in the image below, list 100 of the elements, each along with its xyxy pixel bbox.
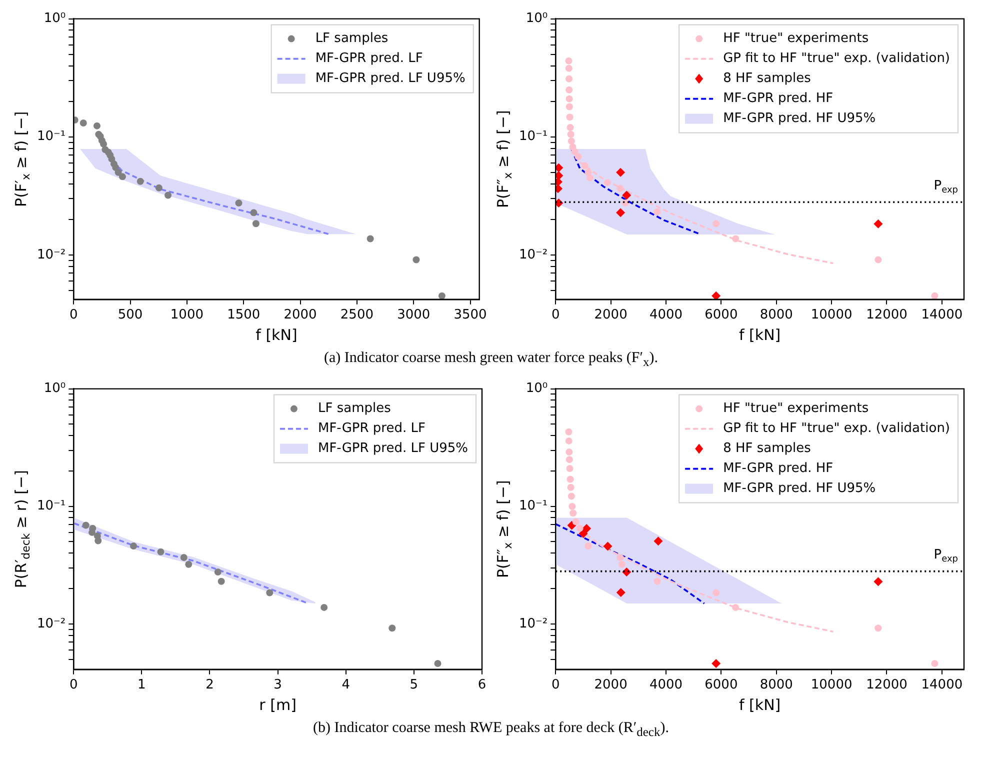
legend-label: GP fit to HF "true" exp. (validation) [723,421,950,436]
point [567,484,574,491]
point [604,179,611,186]
legend-label: MF-GPR pred. LF [315,51,423,66]
x-tick-label: 12000 [866,308,908,323]
point [93,122,100,130]
point [566,95,573,102]
y-tick-label: 10⁻² [36,616,66,632]
line-series [578,161,834,264]
point [118,173,126,180]
y-tick-label: 10⁻² [36,247,66,262]
point [556,163,564,172]
point [214,568,222,576]
point [568,138,575,145]
point [388,624,396,632]
point [567,520,576,530]
point [931,292,938,300]
point [438,292,446,300]
y-tick-label: 10⁰ [526,381,548,396]
x-tick-label: 6000 [704,308,738,323]
x-tick-label: 3500 [454,308,487,323]
x-axis-title: f [kN] [738,326,781,344]
point [581,162,588,170]
point [130,542,138,550]
y-tick-label: 10⁻¹ [518,129,548,144]
point [566,448,573,456]
point [654,208,661,216]
y-tick-label: 10⁻¹ [36,129,66,144]
point [235,200,242,207]
point [566,456,573,464]
point [164,192,172,199]
point [616,184,624,192]
point [434,660,442,668]
point [931,660,938,668]
point [100,140,108,148]
legend-label: MF-GPR pred. HF [723,91,834,106]
point [712,589,720,596]
point [576,524,584,532]
point [566,464,574,472]
x-tick-label: 0 [69,678,78,693]
point [565,57,572,64]
x-tick-label: 3000 [397,308,430,323]
point [874,624,882,632]
point [874,219,883,228]
legend-label: MF-GPR pred. LF U95% [315,71,466,86]
x-tick-label: 8000 [760,308,793,323]
point [603,542,612,551]
y-tick-label: 10⁰ [44,11,66,26]
point [574,153,582,160]
legend-label: HF "true" experiments [723,401,869,416]
point [570,510,577,517]
point [114,168,122,176]
line-series [556,523,706,604]
x-axis-title: f [kN] [256,326,298,344]
point [584,542,592,550]
point [185,560,192,568]
point [180,554,188,562]
point [568,502,576,510]
point [412,256,420,264]
legend-label: HF "true" experiments [723,31,869,46]
point [582,524,592,533]
x-tick-label: 0 [69,308,78,323]
point [618,560,626,568]
legend-label: MF-GPR pred. HF U95% [723,111,876,126]
x-tick-label: 10000 [810,308,852,323]
x-tick-label: 6 [478,678,486,693]
x-tick-label: 2000 [594,678,628,693]
point [572,518,580,526]
point [571,148,578,156]
point [157,548,164,556]
x-tick-label: 10000 [810,678,852,693]
point [556,171,564,180]
legend-label: LF samples [318,401,392,416]
y-tick-label: 10⁰ [526,11,548,26]
point [566,103,573,110]
x-tick-label: 4 [342,678,350,693]
x-tick-label: 1500 [227,308,260,323]
legend-label: LF samples [315,31,388,46]
x-tick-label: 2000 [284,308,317,323]
x-tick-label: 0 [551,308,560,323]
legend-label: MF-GPR pred. LF [318,421,426,436]
y-tick-label: 10⁻¹ [36,498,66,514]
text: (a) Indicator coarse mesh green water force peaks (F′$_{x}$). [323,350,659,370]
point [82,522,90,529]
point [366,235,374,242]
x-tick-label: 500 [118,308,143,323]
y-axis-title: P(F″x ≥ f) [−] [494,110,514,208]
point [712,220,720,228]
x-tick-label: 4000 [649,678,683,693]
point [565,428,572,436]
point [94,537,102,544]
point [566,124,574,132]
point [266,589,274,596]
x-tick-label: 14000 [921,678,963,693]
point [218,578,225,585]
point [732,604,740,611]
x-tick-label: 2500 [340,308,374,323]
x-tick-label: 0 [551,678,560,693]
point [874,577,883,586]
point [874,256,882,264]
